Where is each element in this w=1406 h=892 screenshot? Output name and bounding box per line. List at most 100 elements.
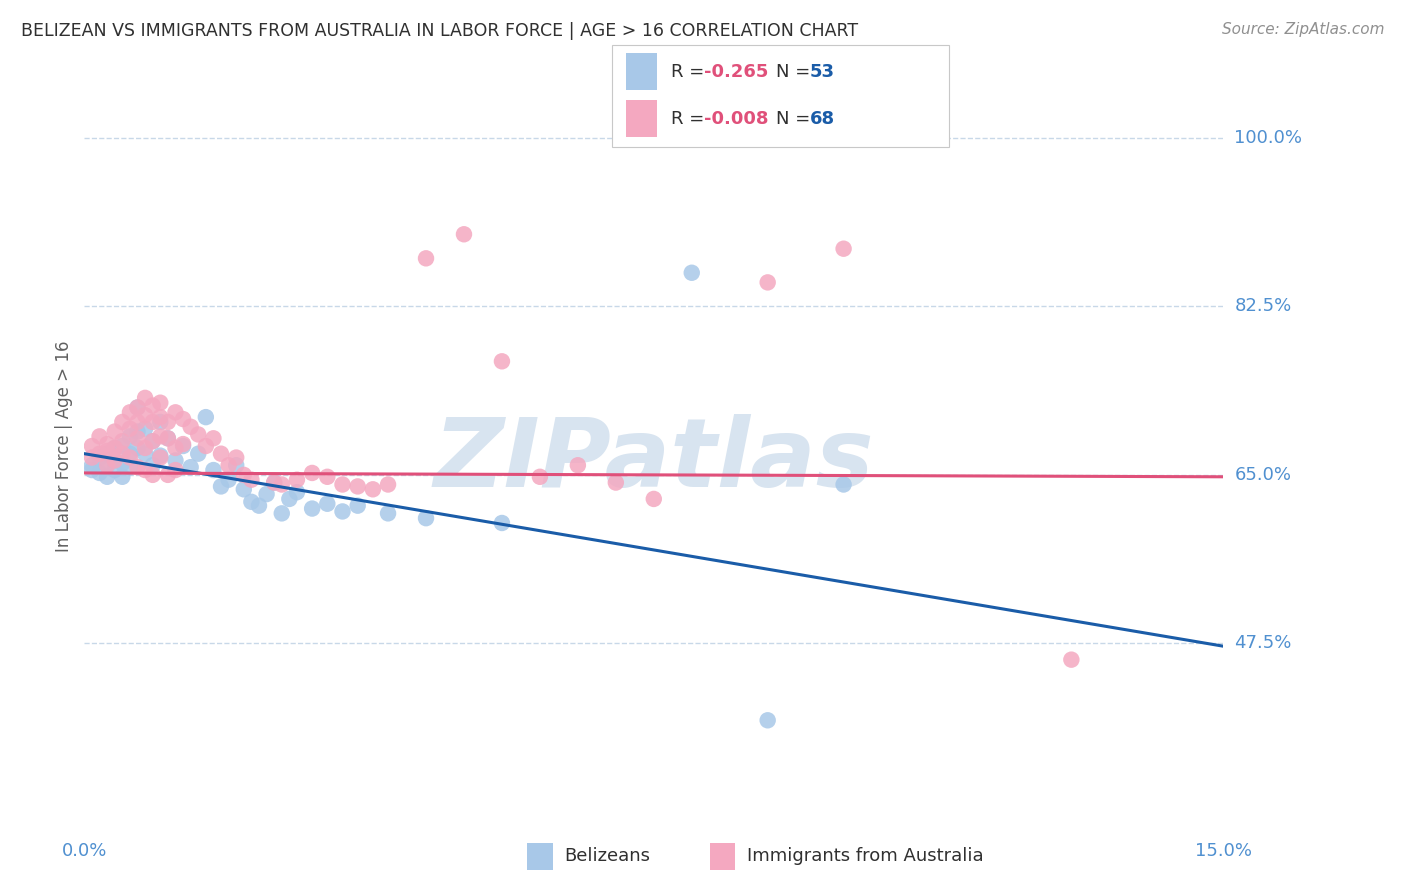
Point bbox=[187, 427, 209, 442]
Point bbox=[96, 458, 118, 473]
Text: N =: N = bbox=[776, 63, 815, 81]
Point bbox=[134, 441, 156, 455]
Point bbox=[80, 458, 103, 473]
Point bbox=[156, 415, 179, 429]
Point bbox=[156, 431, 179, 445]
Point bbox=[134, 422, 156, 436]
Point bbox=[142, 434, 165, 449]
Text: Belizeans: Belizeans bbox=[564, 847, 650, 865]
Point bbox=[180, 419, 202, 434]
Point bbox=[202, 463, 225, 477]
Point bbox=[377, 507, 399, 521]
Point bbox=[346, 479, 368, 493]
Point bbox=[104, 425, 127, 439]
Point bbox=[247, 499, 270, 513]
Point bbox=[89, 466, 111, 480]
Point bbox=[127, 401, 149, 415]
Text: 0.0%: 0.0% bbox=[62, 842, 107, 860]
Point bbox=[104, 441, 127, 455]
Point bbox=[415, 252, 437, 266]
Text: BELIZEAN VS IMMIGRANTS FROM AUSTRALIA IN LABOR FORCE | AGE > 16 CORRELATION CHAR: BELIZEAN VS IMMIGRANTS FROM AUSTRALIA IN… bbox=[21, 22, 858, 40]
Point bbox=[118, 460, 141, 475]
Point bbox=[172, 437, 194, 451]
Point bbox=[172, 412, 194, 426]
Point bbox=[149, 415, 172, 429]
Point bbox=[104, 441, 127, 455]
Point bbox=[240, 473, 263, 487]
Point bbox=[187, 447, 209, 461]
Point bbox=[165, 441, 187, 455]
Point bbox=[134, 463, 156, 477]
Point bbox=[104, 453, 127, 467]
Point bbox=[202, 431, 225, 445]
Point bbox=[301, 466, 323, 480]
Point bbox=[111, 434, 134, 449]
Point bbox=[332, 504, 354, 518]
Point bbox=[491, 516, 513, 530]
Point bbox=[142, 434, 165, 449]
Point bbox=[127, 431, 149, 445]
Point bbox=[104, 463, 127, 477]
Point bbox=[605, 475, 627, 490]
Point bbox=[415, 511, 437, 525]
Point bbox=[142, 467, 165, 482]
Point bbox=[149, 429, 172, 443]
Point bbox=[232, 483, 254, 497]
Point bbox=[89, 450, 111, 465]
Point bbox=[285, 473, 308, 487]
Point bbox=[134, 391, 156, 405]
Point bbox=[263, 475, 285, 490]
Point bbox=[346, 499, 368, 513]
Point bbox=[89, 447, 111, 461]
Point bbox=[80, 450, 103, 465]
Point bbox=[111, 415, 134, 429]
Text: -0.008: -0.008 bbox=[704, 111, 769, 128]
Point bbox=[643, 491, 665, 506]
Point bbox=[127, 460, 149, 475]
Text: 15.0%: 15.0% bbox=[1195, 842, 1251, 860]
Point bbox=[361, 483, 384, 497]
Text: N =: N = bbox=[776, 111, 815, 128]
Point bbox=[96, 470, 118, 484]
Text: ZIPatlas: ZIPatlas bbox=[433, 414, 875, 508]
Text: 47.5%: 47.5% bbox=[1234, 634, 1292, 652]
Point bbox=[134, 447, 156, 461]
Point bbox=[134, 408, 156, 422]
Point bbox=[756, 714, 779, 728]
Text: R =: R = bbox=[671, 63, 710, 81]
Point bbox=[104, 453, 127, 467]
Point bbox=[529, 470, 551, 484]
Point bbox=[1060, 653, 1083, 667]
Point bbox=[127, 441, 149, 455]
Point bbox=[491, 354, 513, 368]
Point bbox=[165, 453, 187, 467]
Text: R =: R = bbox=[671, 111, 710, 128]
Point bbox=[149, 450, 172, 465]
Point bbox=[256, 487, 278, 501]
Text: 68: 68 bbox=[810, 111, 835, 128]
Point bbox=[301, 501, 323, 516]
Point bbox=[218, 473, 240, 487]
Point bbox=[149, 410, 172, 425]
Point bbox=[142, 415, 165, 429]
Point bbox=[156, 431, 179, 445]
Text: 53: 53 bbox=[810, 63, 835, 81]
Text: 100.0%: 100.0% bbox=[1234, 129, 1302, 147]
Point bbox=[118, 447, 141, 461]
Point bbox=[172, 439, 194, 453]
Point bbox=[453, 227, 475, 242]
Point bbox=[225, 450, 247, 465]
Point bbox=[89, 429, 111, 443]
Point bbox=[332, 477, 354, 491]
Point bbox=[278, 491, 301, 506]
Text: Immigrants from Australia: Immigrants from Australia bbox=[747, 847, 983, 865]
Point bbox=[263, 475, 285, 490]
Point bbox=[118, 450, 141, 465]
Point bbox=[127, 425, 149, 439]
Point bbox=[270, 477, 292, 491]
Point bbox=[127, 415, 149, 429]
Point bbox=[681, 266, 703, 280]
Point bbox=[118, 429, 141, 443]
Point bbox=[567, 458, 589, 473]
Point bbox=[316, 497, 339, 511]
